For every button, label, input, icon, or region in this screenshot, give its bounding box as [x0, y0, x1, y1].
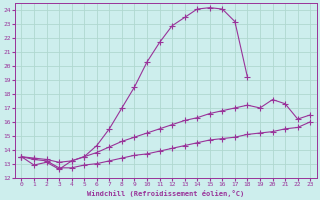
X-axis label: Windchill (Refroidissement éolien,°C): Windchill (Refroidissement éolien,°C): [87, 190, 244, 197]
